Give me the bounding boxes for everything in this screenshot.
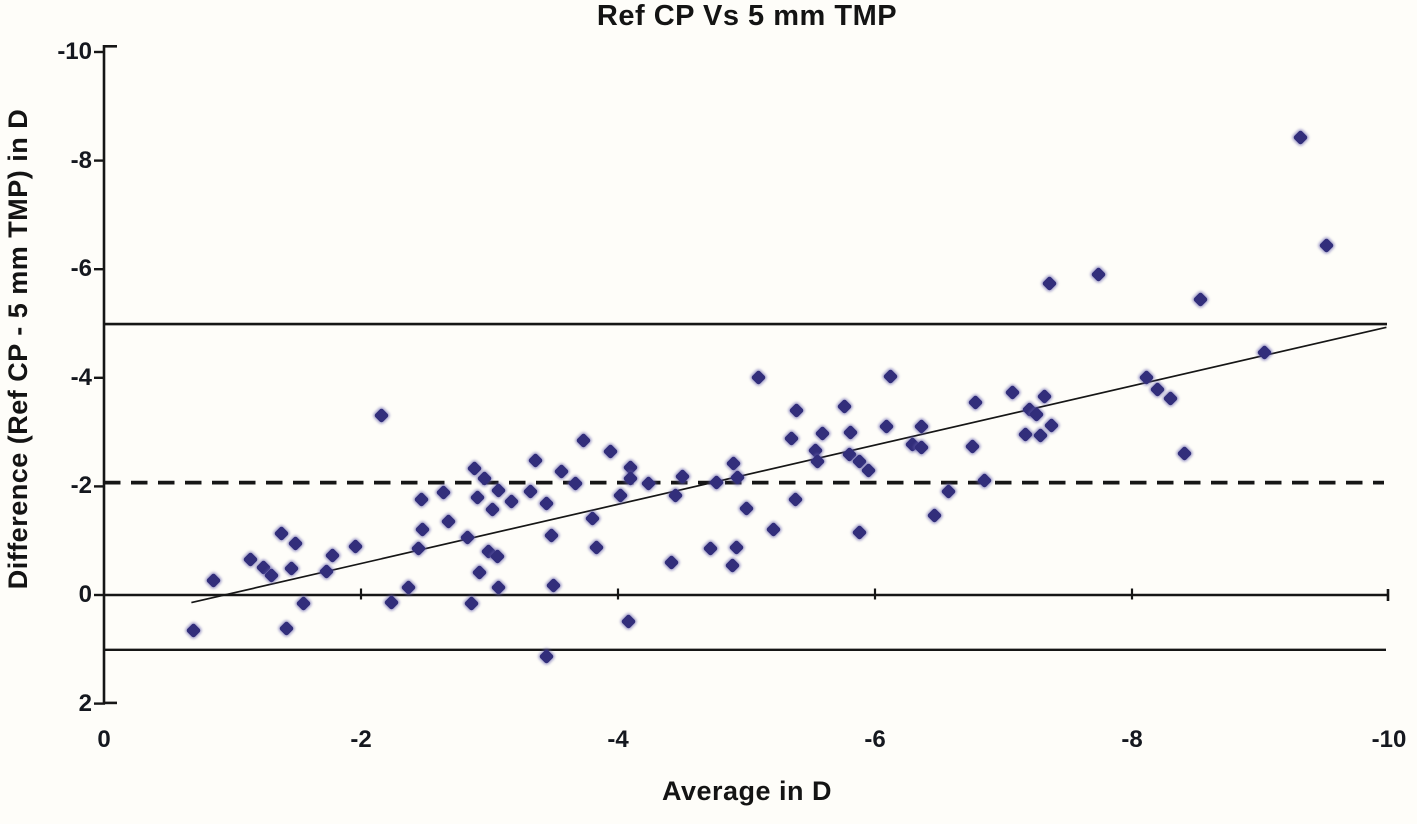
y-tick-label: -4 [70,363,92,391]
x-tick-label: -6 [864,726,886,753]
x-tick-label: -4 [607,726,629,753]
y-tick-label: -2 [70,472,92,500]
trend-line [191,326,1387,604]
y-tick-label: -6 [70,255,92,283]
y-tick-label: 2 [78,689,92,717]
chart-title: Ref CP Vs 5 mm TMP [596,0,898,32]
x-axis-title: Average in D [661,776,833,806]
y-tick-label: -8 [70,146,92,174]
x-tick-label: -10 [1371,726,1407,753]
x-tick-label: -2 [350,726,372,753]
y-tick-label: 0 [78,581,92,608]
x-tick-label: -8 [1121,726,1143,753]
x-tick-label: 0 [97,726,111,753]
y-tick-label: -10 [57,38,92,65]
